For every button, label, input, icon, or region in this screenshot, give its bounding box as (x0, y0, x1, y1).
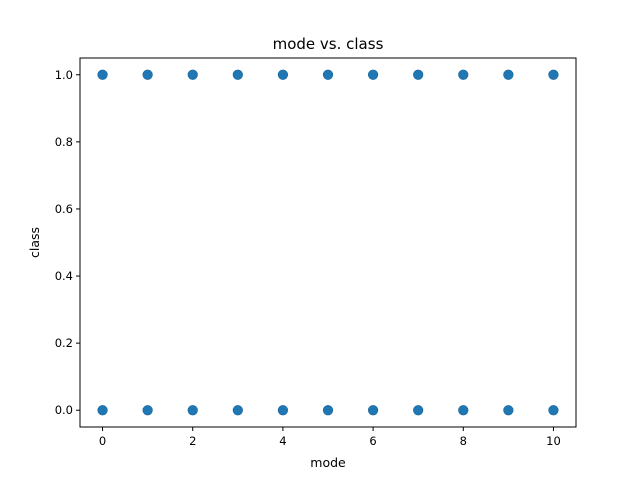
scatter-point (458, 405, 469, 416)
y-axis-label: class (27, 227, 42, 258)
scatter-point (503, 405, 514, 416)
scatter-point (97, 405, 108, 416)
y-tick-label: 0.8 (55, 135, 73, 149)
scatter-point (548, 69, 559, 80)
scatter-point (367, 69, 379, 80)
x-tick-label: 0 (99, 434, 106, 448)
scatter-point (367, 405, 379, 416)
scatter-point (458, 69, 469, 80)
scatter-point (548, 405, 559, 416)
y-tick-label: 0.0 (55, 403, 73, 417)
x-tick-label: 10 (546, 434, 561, 448)
scatter-point (187, 69, 198, 80)
scatter-point (413, 69, 424, 80)
plot-area-frame (79, 57, 577, 428)
scatter-point (97, 69, 108, 80)
x-tick-label: 8 (460, 434, 467, 448)
y-tick-label: 1.0 (55, 68, 73, 82)
scatter-point (277, 405, 289, 416)
x-tick-label: 2 (189, 434, 196, 448)
scatter-point (187, 405, 198, 416)
scatter-point (142, 405, 153, 416)
scatter-point (277, 69, 289, 80)
scatter-point (232, 69, 243, 80)
y-tick-label: 0.6 (55, 202, 73, 216)
x-axis-label: mode (310, 455, 346, 470)
scatter-point (322, 69, 334, 80)
scatter-point (142, 69, 153, 80)
y-tick-label: 0.2 (55, 336, 73, 350)
x-tick-label: 6 (369, 434, 376, 448)
x-axis-ticks: 0 2 4 6 8 10 (99, 427, 561, 448)
scatter-point (232, 405, 243, 416)
scatter-point (413, 405, 424, 416)
scatter-point (322, 405, 334, 416)
chart-title: mode vs. class (273, 35, 384, 53)
scatter-point (503, 69, 514, 80)
scatter-points (97, 69, 559, 416)
y-tick-label: 0.4 (55, 269, 73, 283)
y-axis-ticks: 0.0 0.2 0.4 0.6 0.8 1.0 (55, 68, 80, 417)
x-tick-label: 4 (279, 434, 286, 448)
